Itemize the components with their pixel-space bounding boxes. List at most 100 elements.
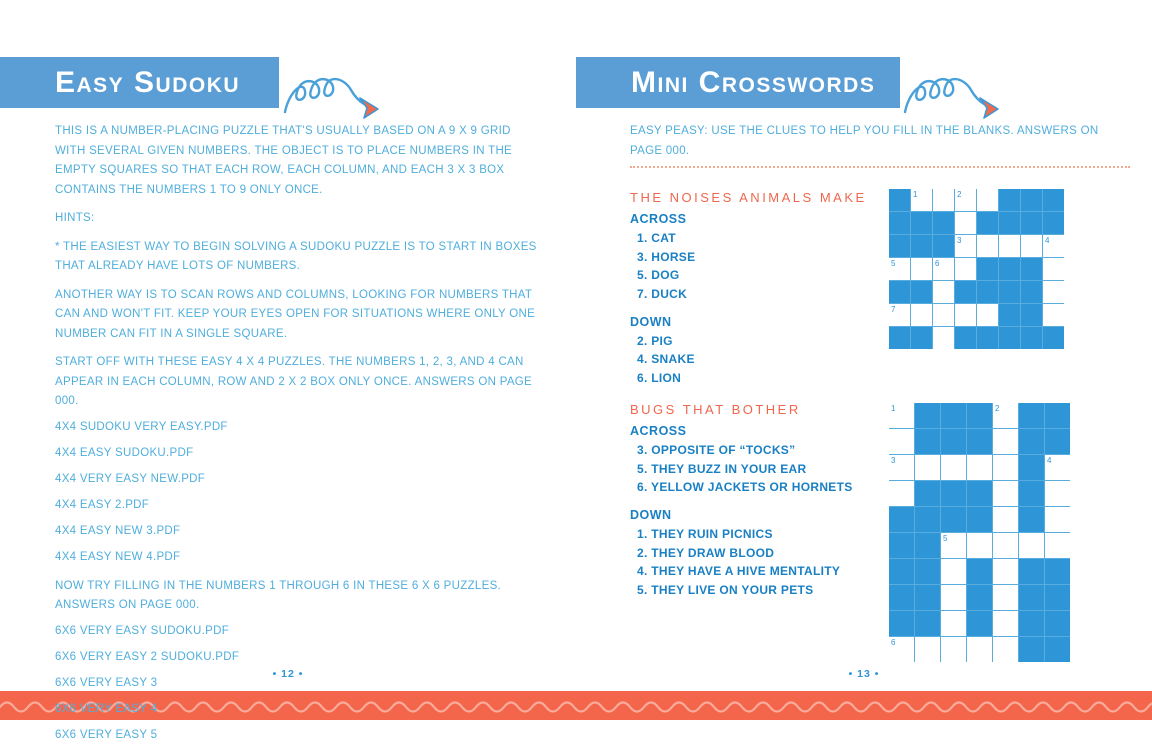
crossword-cell: 2 (993, 403, 1018, 428)
cell-number: 5 (891, 258, 896, 268)
crossword-cell (967, 533, 992, 558)
crossword-blocked-cell (889, 235, 910, 257)
down-clues: 2. PIG 4. SNAKE 6. LION (630, 333, 900, 385)
crossword-blocked-cell (941, 481, 966, 506)
crossword-cell (955, 304, 976, 326)
crossword-blocked-cell (915, 611, 940, 636)
crossword-cell (993, 533, 1018, 558)
cell-number: 3 (957, 235, 962, 245)
crossword-cell (1021, 235, 1042, 257)
crossword-blocked-cell (967, 481, 992, 506)
crossword-cell (1045, 481, 1070, 506)
crossword-blocked-cell (999, 304, 1020, 326)
crossword-blocked-cell (911, 281, 932, 303)
crossword-blocked-cell (999, 327, 1020, 349)
cell-number: 4 (1047, 455, 1052, 465)
crossword-blocked-cell (1045, 585, 1070, 610)
crossword-blocked-cell (1021, 212, 1042, 234)
crossword-cell: 1 (911, 189, 932, 211)
squiggle-arrow-icon (903, 77, 999, 119)
crossword-cell: 5 (941, 533, 966, 558)
loop-line (283, 77, 366, 114)
crossword-blocked-cell (955, 327, 976, 349)
crossword-blocked-cell (915, 585, 940, 610)
crossword-blocked-cell (889, 281, 910, 303)
crossword-cell (1019, 533, 1044, 558)
crossword-blocked-cell (999, 212, 1020, 234)
down-clue: 2. THEY DRAW BLOOD (637, 545, 775, 560)
crossword-blocked-cell (915, 403, 940, 428)
file-list-6x6: 6X6 VERY EASY SUDOKU.PDF 6X6 VERY EASY 2 … (55, 625, 537, 742)
pdf-file-name: 4X4 EASY NEW 3.PDF (55, 524, 181, 537)
crossword-blocked-cell (915, 481, 940, 506)
crossword-cell: 5 (889, 258, 910, 280)
down-clue: 1. THEY RUIN PICNICS (637, 527, 773, 541)
crossword-blocked-cell (911, 327, 932, 349)
down-clue: 6. LION (637, 370, 682, 385)
puzzle-2-clues: BUGS THAT BOTHER ACROSS 3. OPPOSITE OF “… (630, 402, 900, 611)
crossword-blocked-cell (1019, 403, 1044, 428)
left-page-content: THIS IS A NUMBER-PLACING PUZZLE THAT'S U… (55, 122, 537, 755)
crossword-blocked-cell (1045, 611, 1070, 636)
down-clue: 4. SNAKE (637, 352, 695, 366)
crossword-blocked-cell (1019, 637, 1044, 662)
page-title: Mini Crosswords (631, 66, 876, 99)
crossword-grid-1: 1 2 3 4 5 6 7 (889, 189, 1064, 349)
crossword-blocked-cell (915, 533, 940, 558)
crossword-cell (993, 637, 1018, 662)
crossword-cell (967, 455, 992, 480)
pdf-file-name: 6X6 VERY EASY 5 (55, 728, 158, 741)
crossword-cell (889, 481, 914, 506)
crossword-cell (967, 637, 992, 662)
paragraph: NOW TRY FILLING IN THE NUMBERS 1 THROUGH… (55, 579, 502, 612)
crossword-cell (993, 481, 1018, 506)
crossword-cell (933, 281, 954, 303)
crossword-cell (941, 559, 966, 584)
crossword-blocked-cell (933, 235, 954, 257)
crossword-cell (977, 235, 998, 257)
crossword-blocked-cell (1045, 403, 1070, 428)
crossword-blocked-cell (933, 212, 954, 234)
crossword-blocked-cell (967, 507, 992, 532)
crossword-blocked-cell (977, 258, 998, 280)
crossword-blocked-cell (889, 611, 914, 636)
cell-number: 1 (913, 189, 918, 199)
crossword-blocked-cell (1021, 327, 1042, 349)
pdf-file-name: 6X6 VERY EASY SUDOKU.PDF (55, 624, 230, 637)
cell-number: 6 (935, 258, 940, 268)
crossword-blocked-cell (1019, 585, 1044, 610)
crossword-cell (1045, 533, 1070, 558)
pdf-file-name: 6X6 VERY EASY 4 (55, 702, 158, 715)
cell-number: 1 (891, 403, 896, 413)
crossword-blocked-cell (977, 281, 998, 303)
paragraph: THIS IS A NUMBER-PLACING PUZZLE THAT'S U… (55, 125, 513, 196)
crossword-blocked-cell (1019, 455, 1044, 480)
crossword-blocked-cell (967, 429, 992, 454)
crossword-cell (941, 585, 966, 610)
puzzle-title: BUGS THAT BOTHER (630, 402, 801, 417)
crossword-blocked-cell (1045, 559, 1070, 584)
across-clue: 1. CAT (637, 231, 676, 245)
across-clues: 3. OPPOSITE OF “TOCKS” 5. THEY BUZZ IN YO… (630, 444, 900, 494)
cell-number: 7 (891, 304, 896, 314)
down-clue: 2. PIG (637, 333, 673, 348)
crossword-cell (911, 304, 932, 326)
crossword-blocked-cell (915, 507, 940, 532)
crossword-cell (977, 304, 998, 326)
crossword-blocked-cell (915, 429, 940, 454)
across-clue: 5. THEY BUZZ IN YOUR EAR (637, 461, 807, 476)
file-list-4x4: 4X4 SUDOKU VERY EASY.PDF 4X4 EASY SUDOKU.… (55, 421, 537, 564)
right-page: Mini Crosswords EASY PEASY: USE THE CLUE… (576, 0, 1152, 720)
crossword-cell (1043, 281, 1064, 303)
crossword-blocked-cell (911, 212, 932, 234)
cell-number: 5 (943, 533, 948, 543)
crossword-cell: 4 (1043, 235, 1064, 257)
crossword-cell: 6 (889, 637, 914, 662)
crossword-blocked-cell (889, 533, 914, 558)
loop-line (903, 77, 986, 114)
across-clue: 3. HORSE (637, 249, 696, 264)
paragraph: START OFF WITH THESE EASY 4 X 4 PUZZLES.… (55, 356, 533, 407)
crossword-cell (1045, 507, 1070, 532)
across-clue: 3. OPPOSITE OF “TOCKS” (637, 443, 796, 457)
crossword-blocked-cell (1043, 327, 1064, 349)
